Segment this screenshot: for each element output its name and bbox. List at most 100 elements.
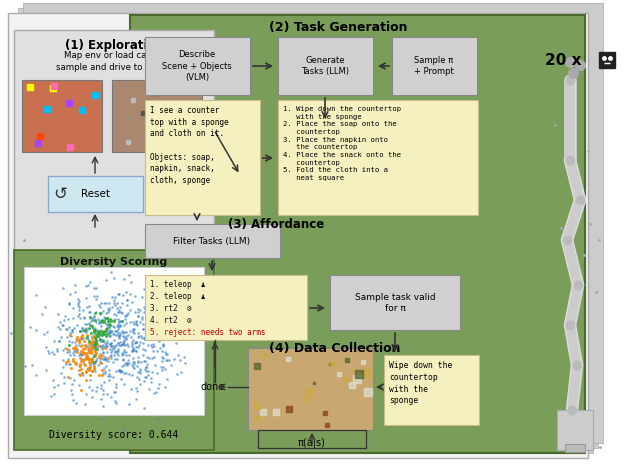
Point <box>114 341 124 349</box>
Point <box>79 313 90 321</box>
Point <box>164 356 174 363</box>
Point <box>113 331 124 338</box>
Point <box>71 360 81 368</box>
Point <box>122 297 132 304</box>
Point <box>93 315 104 323</box>
Point <box>97 369 108 377</box>
Point <box>69 344 79 352</box>
Point <box>106 354 116 362</box>
Point <box>192 331 202 339</box>
Point <box>89 327 99 334</box>
Point <box>121 320 131 327</box>
Point <box>63 374 73 381</box>
Text: Wipe down the
countertop
with the
sponge: Wipe down the countertop with the sponge <box>389 361 452 406</box>
Point <box>70 347 81 355</box>
Point <box>99 317 109 325</box>
Point <box>106 342 116 349</box>
Point <box>112 347 122 354</box>
Point <box>79 360 89 368</box>
Point <box>81 353 92 361</box>
Point <box>76 335 86 342</box>
Point <box>109 296 119 304</box>
Point <box>118 340 128 348</box>
Point <box>147 299 157 307</box>
Point <box>90 345 100 352</box>
Point <box>100 355 110 362</box>
Point <box>95 342 105 350</box>
Point <box>147 321 157 328</box>
Point <box>134 306 145 314</box>
Point <box>160 348 170 355</box>
Point <box>86 358 97 365</box>
Point <box>110 383 120 391</box>
Point <box>120 359 130 367</box>
Point <box>132 344 143 351</box>
Point <box>109 317 119 325</box>
Point <box>84 383 94 391</box>
Point <box>83 321 93 328</box>
Point <box>124 271 134 278</box>
Point <box>85 348 95 356</box>
Point <box>95 359 105 367</box>
Point <box>68 397 78 404</box>
Point <box>84 355 94 362</box>
FancyBboxPatch shape <box>112 80 202 152</box>
Point <box>148 326 159 333</box>
Point <box>128 318 138 326</box>
Point <box>87 322 97 330</box>
Point <box>94 328 104 335</box>
Point <box>119 348 129 356</box>
Point <box>128 345 138 353</box>
Point <box>142 360 152 368</box>
Point <box>76 357 86 365</box>
Point <box>122 297 132 304</box>
Point <box>121 332 131 339</box>
Point <box>111 399 122 407</box>
Point <box>133 353 143 361</box>
Point <box>77 331 87 338</box>
Point <box>77 350 88 358</box>
Text: Map env or load cache,
sample and drive to target: Map env or load cache, sample and drive … <box>56 51 172 72</box>
Point <box>106 329 116 336</box>
Point <box>74 311 84 318</box>
Point <box>93 301 104 309</box>
Point <box>146 341 156 349</box>
Point <box>83 355 93 362</box>
Point <box>158 330 168 337</box>
Text: Describe
Scene + Objects
(VLM): Describe Scene + Objects (VLM) <box>162 50 232 82</box>
Point <box>61 326 72 333</box>
Point <box>166 320 177 328</box>
Point <box>90 340 100 347</box>
Point <box>172 316 182 323</box>
Point <box>120 313 130 320</box>
Point <box>119 337 129 344</box>
Point <box>161 303 172 310</box>
Point <box>90 351 100 359</box>
Point <box>77 341 87 349</box>
Point <box>65 364 76 372</box>
Point <box>125 327 136 335</box>
Point <box>106 321 116 329</box>
Point <box>60 312 70 320</box>
Point <box>124 331 134 338</box>
FancyBboxPatch shape <box>24 267 204 415</box>
Point <box>102 314 112 321</box>
Point <box>95 319 105 327</box>
Point <box>56 369 66 377</box>
Point <box>105 372 115 379</box>
Point <box>88 344 98 352</box>
Point <box>141 307 152 314</box>
Point <box>94 372 104 379</box>
Point <box>95 322 106 329</box>
Point <box>56 333 66 340</box>
Point <box>116 308 126 315</box>
Point <box>131 317 141 325</box>
Point <box>77 345 88 352</box>
Point <box>114 323 124 330</box>
Point <box>123 309 133 317</box>
Point <box>105 322 115 329</box>
Point <box>63 346 74 354</box>
Point <box>86 344 97 351</box>
Point <box>101 337 111 345</box>
Point <box>111 322 122 330</box>
